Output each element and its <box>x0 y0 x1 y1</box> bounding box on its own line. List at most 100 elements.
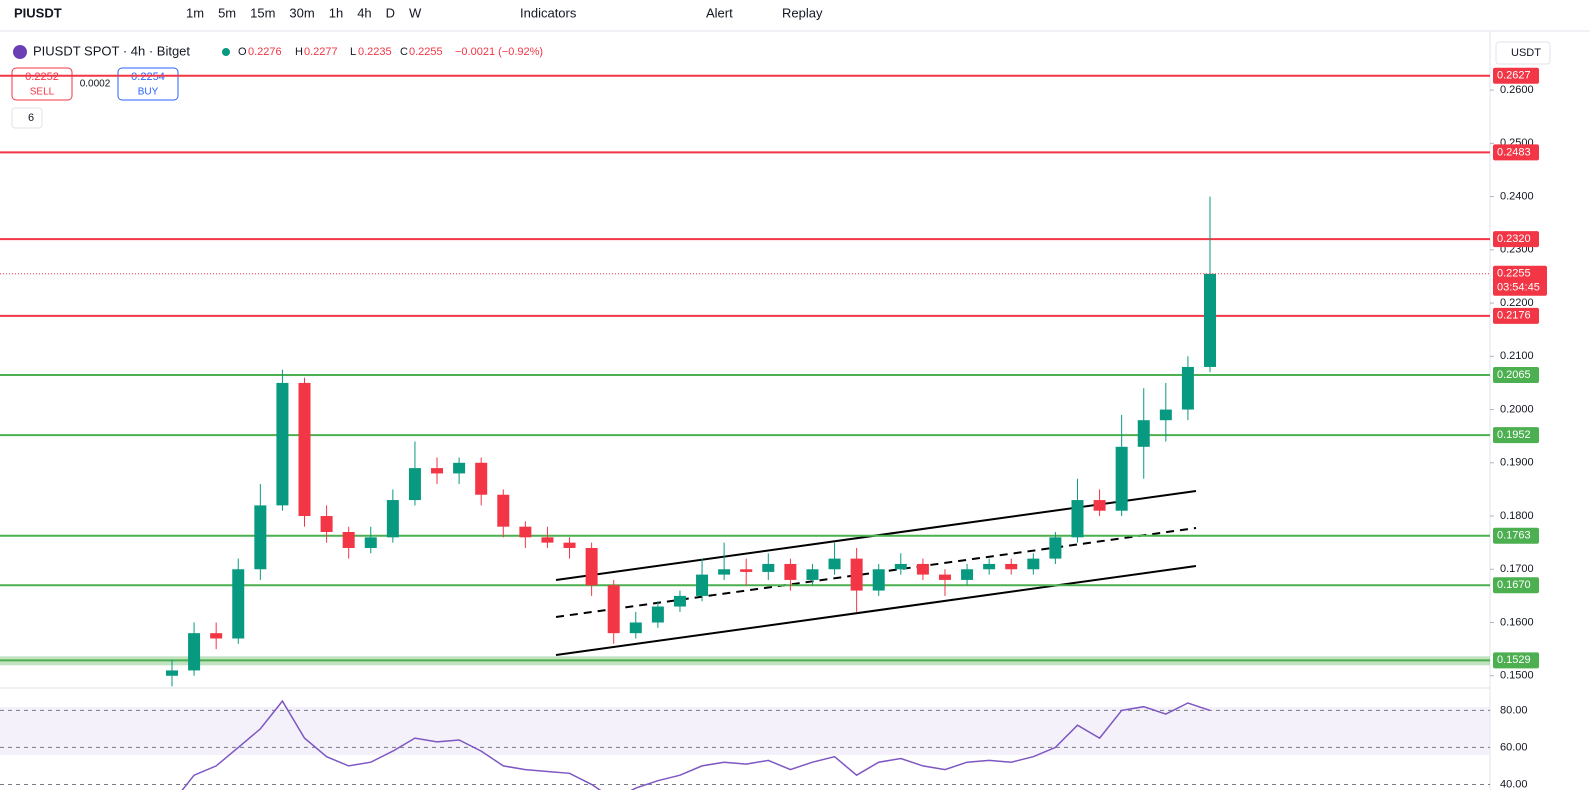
candle-body <box>232 569 245 639</box>
candle-body <box>983 563 996 570</box>
interval[interactable]: 5m <box>218 5 236 20</box>
candle-body <box>188 633 201 671</box>
price-tick-label: 0.2100 <box>1500 350 1534 362</box>
candle-body <box>519 526 532 538</box>
candle-body <box>938 574 951 580</box>
candle-body <box>276 382 289 506</box>
level-label-box <box>1493 427 1539 444</box>
interval[interactable]: 1h <box>329 5 343 20</box>
level-label: 0.2627 <box>1497 70 1531 82</box>
open-value: 0.2276 <box>248 46 282 58</box>
candle-body <box>828 558 841 570</box>
interval[interactable]: 15m <box>250 5 275 20</box>
candle-body <box>298 382 311 517</box>
price-tick-label: 0.2000 <box>1500 403 1534 415</box>
rsi-line <box>181 699 1211 790</box>
currency-select[interactable] <box>1495 41 1551 65</box>
high-value: 0.2277 <box>304 46 338 58</box>
candle-body <box>497 494 510 527</box>
candle-body <box>364 537 377 548</box>
rsi-tick-label: 80.00 <box>1500 704 1528 716</box>
candle-body <box>1049 537 1062 559</box>
buy-price: 0.2254 <box>131 71 165 83</box>
candle-body <box>1181 366 1194 410</box>
candle-body <box>342 532 355 548</box>
candle-body <box>408 468 421 501</box>
candle-body <box>1027 558 1040 570</box>
candle-body <box>916 563 929 575</box>
alert-button[interactable]: Alert <box>706 5 733 20</box>
price-tick-label: 0.1700 <box>1500 563 1534 575</box>
level-label: 0.1952 <box>1497 429 1531 441</box>
symbol-icon <box>13 45 27 59</box>
candle-body <box>1159 409 1172 421</box>
level-label: 0.2320 <box>1497 233 1531 245</box>
open-label: O <box>238 46 247 58</box>
candle-body <box>607 585 620 634</box>
candle-body <box>806 569 819 580</box>
interval[interactable]: D <box>386 5 395 20</box>
currency: USDT <box>1511 47 1541 59</box>
candle-body <box>254 505 267 570</box>
candle-body <box>210 633 223 639</box>
market-status <box>222 48 230 56</box>
candle-body <box>166 670 178 676</box>
interval[interactable]: 1m <box>186 5 204 20</box>
interval[interactable]: 30m <box>289 5 314 20</box>
level-label: 0.2176 <box>1497 310 1531 322</box>
symbol[interactable]: PIUSDT <box>14 5 62 20</box>
candle-body <box>629 622 642 634</box>
price-tick-label: 0.1900 <box>1500 457 1534 469</box>
last-price-box <box>1493 265 1547 296</box>
level-label-box <box>1493 144 1539 161</box>
candle-body <box>1115 446 1128 511</box>
countdown: 03:54:45 <box>1497 282 1540 294</box>
level-label-box <box>1493 231 1539 248</box>
indicator-toggle[interactable] <box>11 107 43 129</box>
candle-body <box>541 537 554 543</box>
indicator-count: 6 <box>28 112 34 124</box>
candle-body <box>453 462 466 474</box>
rsi-tick-label: 40.00 <box>1500 778 1528 790</box>
price-tick-label: 0.2200 <box>1500 297 1534 309</box>
level-label: 0.1529 <box>1497 654 1531 666</box>
price-tick-label: 0.1600 <box>1500 616 1534 628</box>
legend-title: PIUSDT SPOT · 4h · Bitget <box>33 43 190 58</box>
candle-body <box>585 547 598 586</box>
candle-body <box>1093 500 1106 511</box>
candle-body <box>718 569 731 575</box>
candle-body <box>475 462 488 495</box>
buy-label: BUY <box>138 87 159 98</box>
change: −0.0021 (−0.92%) <box>455 46 543 58</box>
candle-body <box>850 558 863 591</box>
level-label: 0.2483 <box>1497 146 1531 158</box>
candle-body <box>696 574 709 596</box>
candle-body <box>651 606 664 623</box>
indicators-button[interactable]: Indicators <box>520 5 577 20</box>
candle-body <box>784 563 797 580</box>
interval[interactable]: 4h <box>357 5 371 20</box>
low-label: L <box>350 46 356 58</box>
rsi-tick-label: 60.00 <box>1500 741 1528 753</box>
level-label-box <box>1493 307 1539 324</box>
price-tick-label: 0.1800 <box>1500 510 1534 522</box>
level-label: 0.1670 <box>1497 579 1531 591</box>
interval[interactable]: W <box>409 5 422 20</box>
candle-body <box>1071 500 1084 538</box>
price-tick-label: 0.2400 <box>1500 190 1534 202</box>
close-value: 0.2255 <box>409 46 443 58</box>
candle-body <box>961 569 974 580</box>
price-tick-label: 0.2600 <box>1500 84 1534 96</box>
sell-price: 0.2252 <box>25 71 59 83</box>
candle-body <box>1204 273 1216 367</box>
close-label: C <box>400 46 408 58</box>
level-label-box <box>1493 67 1539 84</box>
candle-body <box>1137 420 1150 447</box>
candle-body <box>386 500 399 538</box>
replay-button[interactable]: Replay <box>782 5 823 20</box>
candle-body <box>894 563 907 570</box>
price-tick-label: 0.1500 <box>1500 670 1534 682</box>
level-label: 0.1763 <box>1497 530 1531 542</box>
